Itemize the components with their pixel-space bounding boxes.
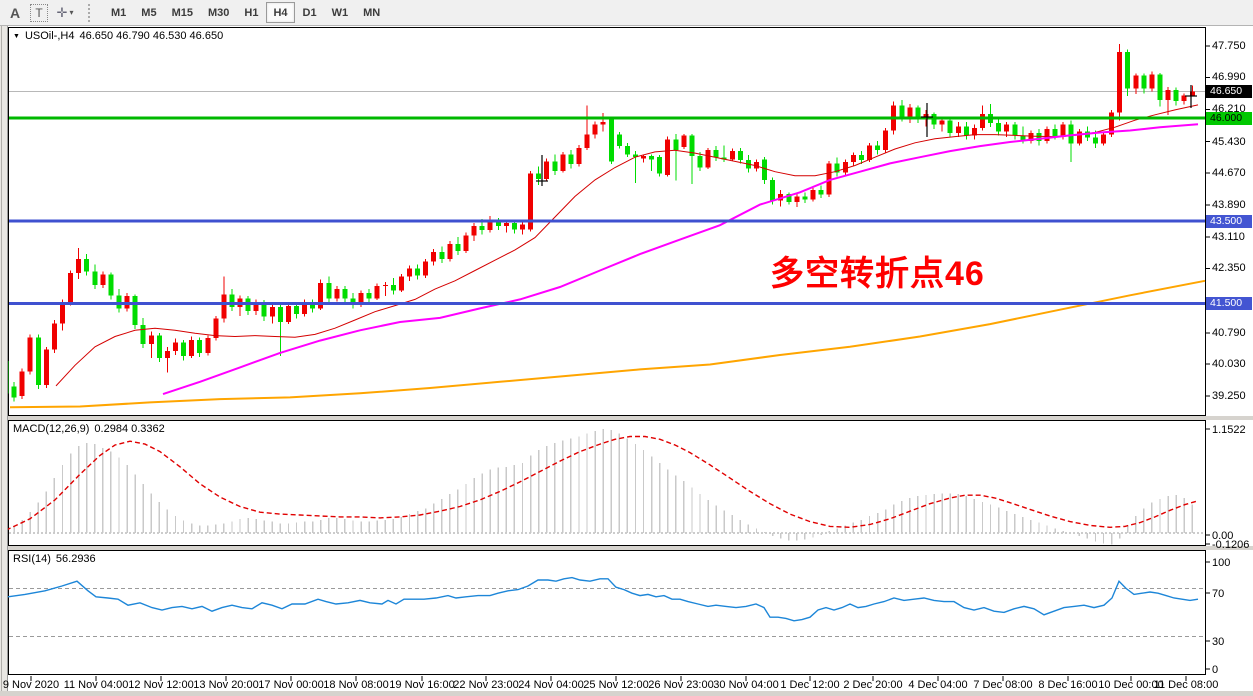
price-tick-label: 42.350 [1212,262,1246,275]
rsi-indicator-value: 56.2936 [55,553,96,565]
timeframe-button-M15[interactable]: M15 [171,6,193,19]
price-tick-label: 44.670 [1212,166,1246,179]
macd-panel-title: MACD(12,26,9) 0.2984 0.3362 [13,423,165,435]
time-tick-label: 12 Nov 12:00 [128,679,194,691]
ma-mid-magenta [162,123,1199,396]
time-tick-label: 17 Nov 00:00 [258,679,324,691]
time-tick-label: 9 Nov 2020 [2,679,60,691]
symbol-timeframe-label: USOil-,H4 [24,30,75,42]
rsi-panel-title: RSI(14) 56.2936 [13,553,96,565]
time-tick-label: 19 Nov 16:00 [389,679,455,691]
timeframe-button-W1[interactable]: W1 [331,6,349,19]
axis-ticks [30,45,1210,681]
hline-price-box-43.500: 43.500 [1206,214,1252,228]
time-tick-label: 25 Nov 12:00 [583,679,649,691]
ma-fast-red [55,104,1199,387]
cross-marker [921,103,933,137]
chevron-down-icon: ▾ [69,8,74,17]
timeframe-button-M1[interactable]: M1 [111,6,127,19]
timeframe-button-M5[interactable]: M5 [141,6,157,19]
time-tick-label: 4 Dec 04:00 [908,679,968,691]
rsi-tick-label: 0 [1212,664,1219,676]
hline-price-box-46.000: 46.000 [1206,111,1252,125]
price-tick-label: 47.750 [1212,40,1246,52]
toolbar-separator [88,3,96,22]
price-tick-label: 45.430 [1212,135,1246,148]
ma-slow-orange [9,279,1206,409]
time-tick-label: 24 Nov 04:00 [518,679,584,691]
crosshair-cursor-icon: ✛ [56,4,68,20]
price-tick-label: 40.030 [1212,358,1246,371]
label-tool-button[interactable]: A [9,4,21,21]
rsi-tick-label: 30 [1212,636,1225,648]
macd-histogram [5,428,1193,545]
toolbar: A T ✛ ▾ M1 M5 M15 M30 H1 H4 D1 W1 MN [0,0,1253,26]
price-tick-label: 40.790 [1212,326,1246,339]
timeframe-button-MN[interactable]: MN [363,6,381,19]
rsi-indicator-label: RSI(14) [13,553,51,565]
collapse-triangle-icon[interactable]: ▼ [13,32,20,40]
chart-title: ▼ USOil-,H4 46.650 46.790 46.530 46.650 [13,30,223,42]
time-tick-label: 22 Nov 23:00 [453,679,519,691]
macd-tick-label: 0.00 [1212,530,1234,542]
cursor-tool-button[interactable]: ✛ ▾ [54,2,76,24]
timeframe-button-group: M1 M5 M15 M30 H1 H4 D1 W1 MN [104,2,387,23]
chart-text-annotation[interactable]: 多空转折点46 [770,255,985,293]
macd-indicator-label: MACD(12,26,9) [13,423,90,435]
ohlc-values: 46.650 46.790 46.530 46.650 [79,30,224,42]
price-tick-label: 43.890 [1212,199,1246,212]
macd-indicator-values: 0.2984 0.3362 [94,423,165,435]
time-tick-label: 10 Dec 00:00 [1098,679,1164,691]
macd-tick-label: 1.1522 [1212,424,1246,436]
timeframe-button-M30[interactable]: M30 [207,6,230,19]
timeframe-button-H1[interactable]: H1 [244,6,259,19]
price-tick-label: 46.990 [1212,71,1246,84]
cross-marker [1185,85,1197,108]
text-tool-button[interactable]: T [30,3,48,22]
rsi-tick-label: 70 [1212,588,1225,600]
window-bottom-edge [0,691,1253,696]
time-tick-label: 7 Dec 08:00 [973,679,1033,691]
current-price-box: 46.650 [1206,84,1252,98]
price-tick-label: 43.110 [1212,231,1245,244]
price-tick-label: 39.250 [1212,390,1246,403]
time-tick-label: 1 Dec 12:00 [780,679,840,691]
time-tick-label: 11 Nov 04:00 [63,679,129,691]
time-tick-label: 26 Nov 23:00 [648,679,714,691]
time-tick-label: 18 Nov 08:00 [323,679,389,691]
time-tick-label: 11 Dec 08:00 [1153,679,1219,691]
time-tick-label: 13 Nov 20:00 [193,679,259,691]
timeframe-button-D1[interactable]: D1 [302,6,317,19]
hline-price-box-41.500: 41.500 [1206,297,1252,310]
timeframe-button-H4[interactable]: H4 [266,2,295,23]
rsi-tick-label: 100 [1212,557,1231,569]
macd-signal-line [5,435,1199,531]
window-left-gutter [0,26,8,696]
time-tick-label: 8 Dec 16:00 [1038,679,1098,691]
time-tick-label: 30 Nov 04:00 [713,679,779,691]
rsi-line [7,576,1199,622]
cross-marker [536,155,548,186]
time-tick-label: 2 Dec 20:00 [843,679,903,691]
macd-tick-label: -0.1206 [1212,539,1250,551]
